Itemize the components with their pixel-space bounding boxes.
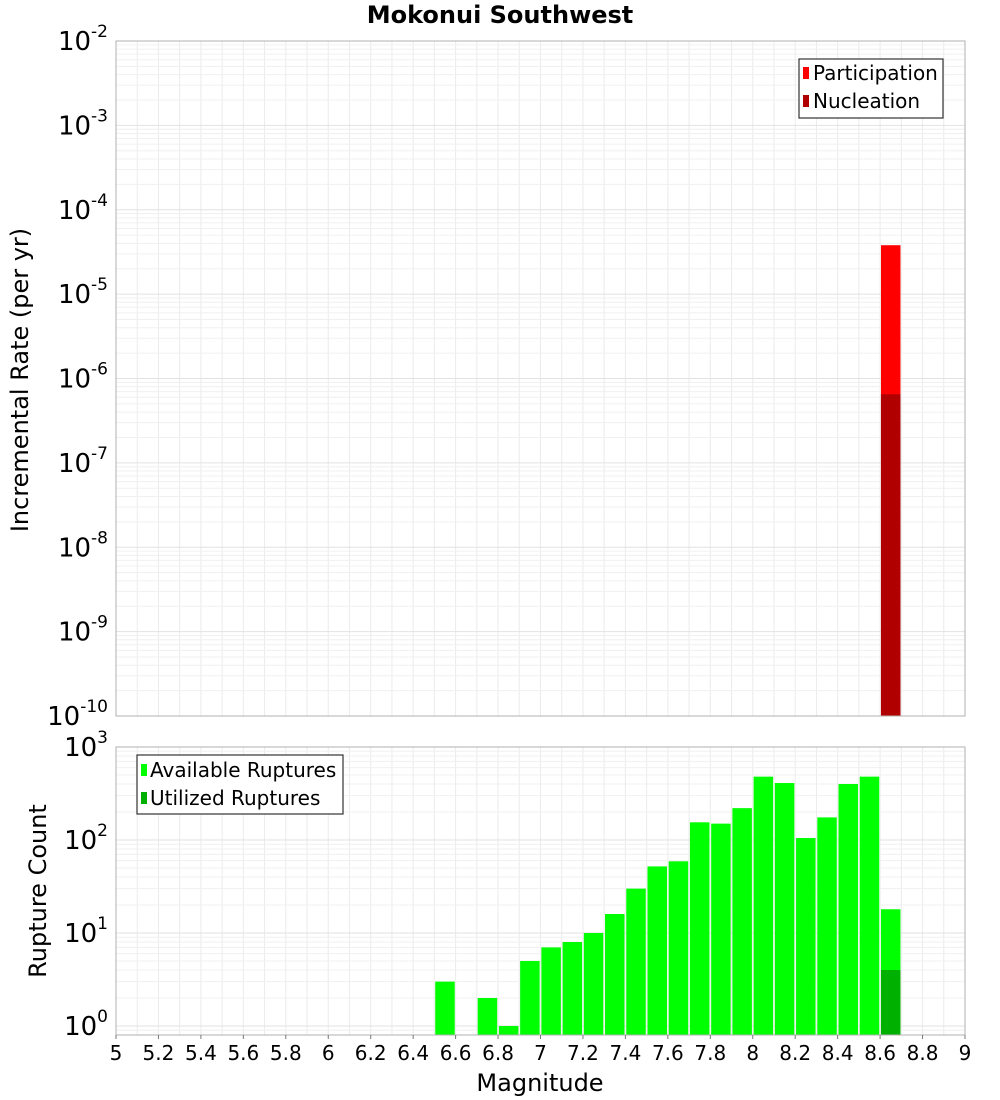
x-tick-label: 7 <box>534 1041 547 1065</box>
bar-available-ruptures <box>562 942 583 1035</box>
bar-available-ruptures <box>817 817 837 1035</box>
x-tick-label: 8 <box>746 1041 759 1065</box>
utilized-legend-swatch <box>141 792 147 804</box>
x-tick-label: 5.4 <box>185 1041 217 1065</box>
x-tick-label: 5.6 <box>227 1041 259 1065</box>
participation-legend-swatch <box>803 67 809 79</box>
top-legend-box <box>798 58 944 119</box>
bar-utilized-ruptures <box>880 969 901 1035</box>
bar-available-ruptures <box>520 960 540 1035</box>
x-tick-label: 6.6 <box>440 1041 472 1065</box>
x-tick-label: 6 <box>322 1041 335 1065</box>
top-y-axis-label: Incremental Rate (per yr) <box>6 228 34 532</box>
x-tick-label: 7.2 <box>567 1041 599 1065</box>
y-tick-label: 10-4 <box>58 191 108 226</box>
x-ticks: 5 5.2 5.4 5.6 5.8 6 6.2 6.4 6.6 6.8 7 7.2 7.4 7.6 7.8 8… <box>110 1035 972 1065</box>
bar-nucleation <box>880 394 901 716</box>
bar-available-ruptures <box>583 932 604 1035</box>
bar-available-ruptures <box>435 981 455 1035</box>
x-tick-label: 7.4 <box>609 1041 641 1065</box>
top-y-ticks: 10-10 10-9 10-8 10-7 10-6 10-5 10-4 10-3 10-2 <box>47 22 108 732</box>
bar-available-ruptures <box>753 776 774 1035</box>
bar-available-ruptures <box>838 784 859 1035</box>
x-tick-label: 8.8 <box>907 1041 939 1065</box>
x-tick-label: 8.6 <box>864 1041 896 1065</box>
y-tick-label: 10-5 <box>58 275 108 310</box>
bar-available-ruptures <box>498 1025 519 1035</box>
bar-available-ruptures <box>626 888 646 1035</box>
x-tick-label: 8.2 <box>779 1041 811 1065</box>
bar-available-ruptures <box>605 914 625 1035</box>
y-tick-label: 101 <box>64 914 108 949</box>
y-tick-label: 10-6 <box>58 360 108 395</box>
bar-available-ruptures <box>711 823 731 1035</box>
bottom-legend: Available Ruptures Utilized Ruptures <box>136 754 344 815</box>
bar-available-ruptures <box>859 776 880 1035</box>
y-tick-label: 10-3 <box>58 106 108 141</box>
y-tick-label: 100 <box>64 1007 108 1042</box>
x-tick-label: 6.4 <box>397 1041 429 1065</box>
x-tick-label: 5.8 <box>270 1041 302 1065</box>
bar-available-ruptures <box>541 947 561 1035</box>
x-axis-label: Magnitude <box>476 1069 603 1097</box>
x-tick-label: 5.2 <box>143 1041 175 1065</box>
bar-available-ruptures <box>732 808 752 1035</box>
x-tick-label: 5 <box>110 1041 123 1065</box>
bar-available-ruptures <box>796 838 816 1035</box>
top-bars <box>880 245 901 717</box>
top-legend: Participation Nucleation <box>798 58 944 119</box>
bottom-bars <box>435 776 901 1035</box>
x-tick-label: 8.4 <box>822 1041 854 1065</box>
bar-available-ruptures <box>774 783 795 1035</box>
y-tick-label: 103 <box>64 728 108 763</box>
y-tick-label: 10-10 <box>47 697 108 732</box>
y-tick-label: 102 <box>64 821 108 856</box>
available-legend-label: Available Ruptures <box>150 758 336 782</box>
nucleation-legend-swatch <box>803 95 809 107</box>
y-tick-label: 10-9 <box>58 613 108 648</box>
participation-legend-label: Participation <box>813 61 938 85</box>
bar-available-ruptures <box>647 866 667 1035</box>
top-plot-frame <box>115 40 966 717</box>
x-tick-label: 7.8 <box>694 1041 726 1065</box>
bottom-legend-box <box>136 754 344 815</box>
x-tick-label: 7.6 <box>652 1041 684 1065</box>
utilized-legend-label: Utilized Ruptures <box>150 786 320 810</box>
bar-available-ruptures <box>477 997 498 1035</box>
y-tick-label: 10-8 <box>58 528 108 563</box>
bottom-y-axis-label: Rupture Count <box>24 804 52 978</box>
top-plot-area: 10-10 10-9 10-8 10-7 10-6 10-5 10-4 10-3 10-2 Pa… <box>47 22 966 732</box>
bar-available-ruptures <box>668 861 689 1035</box>
nucleation-legend-label: Nucleation <box>813 89 920 113</box>
y-tick-label: 10-2 <box>58 22 108 57</box>
bar-available-ruptures <box>689 822 710 1035</box>
x-tick-label: 6.2 <box>355 1041 387 1065</box>
bottom-plot-area: 100 101 102 103 5 5.2 5.4 5.6 5.8 6 6.2 6.4 6.6 6.8 7… <box>64 728 971 1065</box>
bottom-y-ticks: 100 101 102 103 <box>64 728 108 1042</box>
top-gridlines <box>116 40 965 717</box>
available-legend-swatch <box>141 764 147 776</box>
y-tick-label: 10-7 <box>58 444 108 479</box>
x-tick-label: 6.8 <box>482 1041 514 1065</box>
chart-title: Mokonui Southwest <box>367 1 634 29</box>
x-tick-label: 9 <box>959 1041 972 1065</box>
